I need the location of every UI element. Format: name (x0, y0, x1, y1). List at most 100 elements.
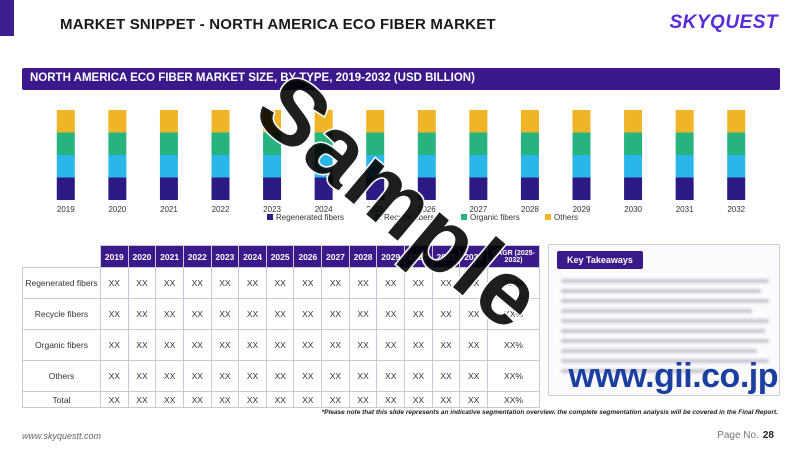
table-cell: XX (182, 391, 212, 408)
year-header: 2020 (127, 245, 157, 268)
bar-2029-organic-fibers (572, 132, 591, 155)
bar-2025-recycle-fibers (366, 155, 385, 178)
table-cell: XX (348, 298, 378, 330)
bar-2028-recycle-fibers (520, 155, 539, 178)
table-cell: XX (238, 360, 267, 392)
bar-2031-others (675, 110, 694, 133)
bar-2019-recycle-fibers (56, 155, 75, 178)
legend-swatch (375, 214, 381, 220)
bar-2020-regenerated-fibers (108, 177, 127, 200)
table-cell: XX (376, 360, 406, 392)
bar-2024-recycle-fibers (314, 155, 333, 178)
cagr-cell: XX% (487, 360, 540, 392)
bar-2024-regenerated-fibers (314, 177, 333, 200)
footer-url: www.skyquestt.com (22, 431, 102, 441)
year-header: 2026 (293, 245, 323, 268)
year-header: 2019 (100, 245, 129, 268)
bar-2022-others (211, 110, 230, 133)
table-cell: XX (210, 298, 240, 330)
year-header: 2023 (210, 245, 240, 268)
row-label: Organic fibers (22, 329, 101, 361)
bar-2026-others (417, 110, 436, 133)
table-cell: XX (155, 391, 184, 408)
table-cell: XX (293, 391, 323, 408)
bar-2028-organic-fibers (520, 132, 539, 155)
legend-item: Recycle fibers (375, 213, 434, 222)
table-cell: XX (127, 329, 157, 361)
table-cell: XX (265, 267, 295, 299)
table-row: Total XX XX XX XX XX XX XX XX XX XX XX XX XX XX XX% (22, 391, 540, 408)
legend-label: Recycle fibers (384, 213, 434, 222)
bar-2030-organic-fibers (624, 132, 643, 155)
table-cell: XX (404, 267, 433, 299)
table-row: Others XX XX XX XX XX XX XX XX XX XX XX XX XX XX XX% (22, 360, 540, 392)
table-cell: XX (348, 391, 378, 408)
bar-2023-recycle-fibers (263, 155, 282, 178)
x-tick-label: 2031 (676, 205, 694, 214)
table-cell: XX (321, 267, 350, 299)
market-size-table: 2019 2020 2021 2022 2023 2024 2025 2026 2027 2028… (22, 245, 540, 408)
bar-2029-recycle-fibers (572, 155, 591, 178)
table-cell: XX (459, 360, 488, 392)
bar-2028-others (520, 110, 539, 133)
bar-2030-regenerated-fibers (624, 177, 643, 200)
bar-2027-organic-fibers (469, 132, 488, 155)
table-cell: XX (376, 329, 406, 361)
cagr-cell: XX% (487, 329, 540, 361)
table-cell: XX (459, 329, 488, 361)
cagr-cell: XX% (487, 298, 540, 330)
bar-2027-others (469, 110, 488, 133)
legend-label: Organic fibers (470, 213, 520, 222)
bar-2030-recycle-fibers (624, 155, 643, 178)
bar-2021-others (159, 110, 178, 133)
table-corner-cell (22, 245, 101, 268)
bar-2022-recycle-fibers (211, 155, 230, 178)
table-header-row: 2019 2020 2021 2022 2023 2024 2025 2026 2027 2028… (22, 245, 540, 268)
bar-2032-organic-fibers (727, 132, 746, 155)
x-tick-label: 2026 (418, 205, 436, 214)
table-row: Regenerated fibers XX XX XX XX XX XX XX XX XX XX XX… (22, 267, 540, 299)
bar-2019-others (56, 110, 75, 133)
legend-swatch (267, 214, 273, 220)
bar-2022-organic-fibers (211, 132, 230, 155)
table-cell: XX (238, 329, 267, 361)
bar-2025-others (366, 110, 385, 133)
table-cell: XX (155, 298, 184, 330)
table-cell: XX (182, 329, 212, 361)
table-cell: XX (127, 391, 157, 408)
table-cell: XX (100, 360, 129, 392)
year-header: 2025 (265, 245, 295, 268)
year-header: 2028 (348, 245, 378, 268)
page-title: MARKET SNIPPET - NORTH AMERICA ECO FIBER… (60, 16, 496, 33)
bar-2019-regenerated-fibers (56, 177, 75, 200)
table-cell: XX (376, 267, 406, 299)
table-row: Recycle fibers XX XX XX XX XX XX XX XX XX XX XX XX XX… (22, 298, 540, 330)
bar-2023-regenerated-fibers (263, 177, 282, 200)
bar-2025-regenerated-fibers (366, 177, 385, 200)
skyquest-logo: SKYQUEST (669, 12, 778, 33)
table-cell: XX (376, 391, 406, 408)
table-cell: XX (100, 329, 129, 361)
table-cell: XX (265, 298, 295, 330)
table-cell: XX (321, 391, 350, 408)
bar-2026-regenerated-fibers (417, 177, 436, 200)
legend-label: Regenerated fibers (276, 213, 344, 222)
stacked-bar-chart: 2019 2020 2021 2022 2023 2024 2025 2026 2027 2028… (56, 110, 746, 222)
year-header: 2031 (431, 245, 461, 268)
table-cell: XX (404, 391, 433, 408)
bar-2021-recycle-fibers (159, 155, 178, 178)
table-cell: XX (182, 360, 212, 392)
bar-2029-others (572, 110, 591, 133)
table-cell: XX (238, 391, 267, 408)
cagr-cell: XX% (487, 267, 540, 299)
legend-swatch (461, 214, 467, 220)
row-label: Recycle fibers (22, 298, 101, 330)
bar-2031-recycle-fibers (675, 155, 694, 178)
bar-2023-others (263, 110, 282, 133)
table-cell: XX (321, 360, 350, 392)
chart-title-bar: NORTH AMERICA ECO FIBER MARKET SIZE, BY … (22, 68, 780, 90)
table-cell: XX (210, 360, 240, 392)
table-row: Organic fibers XX XX XX XX XX XX XX XX XX XX XX XX XX… (22, 329, 540, 361)
table-cell: XX (210, 391, 240, 408)
table-cell: XX (431, 298, 461, 330)
